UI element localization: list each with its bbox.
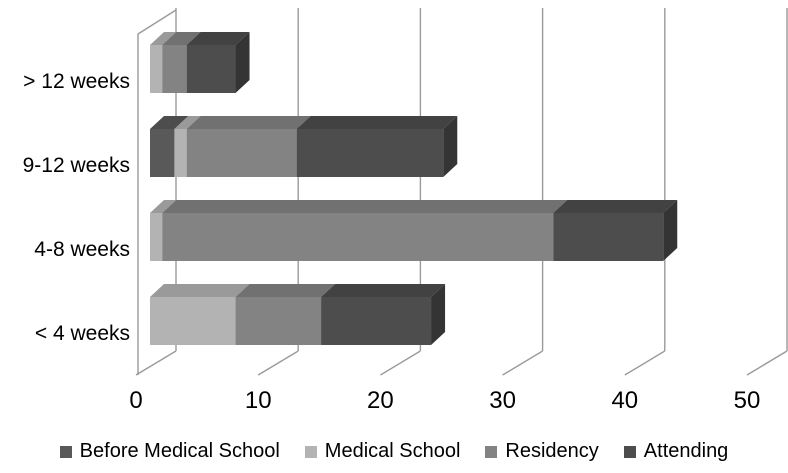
bar-segment-top-face [235, 284, 336, 297]
legend-label: Before Medical School [79, 440, 280, 462]
y-axis-category-label: > 12 weeks [23, 70, 130, 93]
bar-segment [162, 213, 554, 261]
bar-segment-top-face [186, 32, 250, 45]
bar-segment-top-face [162, 200, 568, 213]
bar-segment-top-face [150, 284, 250, 297]
bar-segment-top-face [150, 116, 189, 129]
bar-segment-top-face [296, 116, 458, 129]
bar-segment-top-face [321, 284, 446, 297]
bar-side-face [431, 284, 446, 345]
bar-segment [162, 45, 187, 93]
bar-segment [150, 129, 175, 177]
x-axis-tick-label: 50 [734, 387, 761, 414]
x-axis-tick-label: 0 [129, 387, 142, 414]
legend-item-attending: Attending [623, 440, 729, 463]
bar-segment [186, 129, 297, 177]
bar-segment [235, 297, 322, 345]
legend-swatch-residency [485, 445, 498, 458]
bar-segment [174, 129, 187, 177]
bar-side-face [663, 200, 678, 261]
y-axis-category-label: 9-12 weeks [23, 154, 130, 177]
bar-segment [296, 129, 444, 177]
x-axis-tick-label: 20 [367, 387, 394, 414]
x-axis-tick-label: 10 [245, 387, 272, 414]
bar-segment-top-face [162, 32, 201, 45]
legend-label: Residency [505, 440, 599, 462]
bar-segment [186, 45, 236, 93]
bar-segment [150, 45, 163, 93]
y-axis-category-label: 4-8 weeks [34, 238, 130, 261]
legend-swatch-before-medical-school [59, 445, 72, 458]
x-axis-tick-label: 30 [489, 387, 516, 414]
bar-segment-top-face [150, 200, 177, 213]
x-axis-tick-label: 40 [611, 387, 638, 414]
bar-side-face [443, 116, 458, 177]
legend-item-before-medical-school: Before Medical School [59, 440, 280, 463]
stacked-bar-chart-canvas: 0 10 20 30 40 50 > 12 weeks 9-12 weeks 4-8 weeks… [23, 8, 788, 414]
y-axis-category-label: < 4 weeks [35, 322, 130, 345]
bar-segment-top-face [174, 116, 201, 129]
legend-swatch-attending [623, 445, 636, 458]
bar-segment [150, 213, 163, 261]
legend-item-medical-school: Medical School [304, 440, 461, 463]
bar-segment [553, 213, 664, 261]
bar-segment-top-face [150, 32, 177, 45]
legend-label: Attending [643, 440, 729, 462]
legend-swatch-medical-school [304, 445, 317, 458]
bar-segment [321, 297, 432, 345]
legend-label: Medical School [324, 440, 461, 462]
bar-segment [150, 297, 236, 345]
bar-segment-top-face [553, 200, 678, 213]
legend-item-residency: Residency [485, 440, 599, 463]
bar-segment-top-face [186, 116, 311, 129]
chart-legend: Before Medical School Medical School Res… [0, 440, 788, 463]
bar-side-face [235, 32, 250, 93]
